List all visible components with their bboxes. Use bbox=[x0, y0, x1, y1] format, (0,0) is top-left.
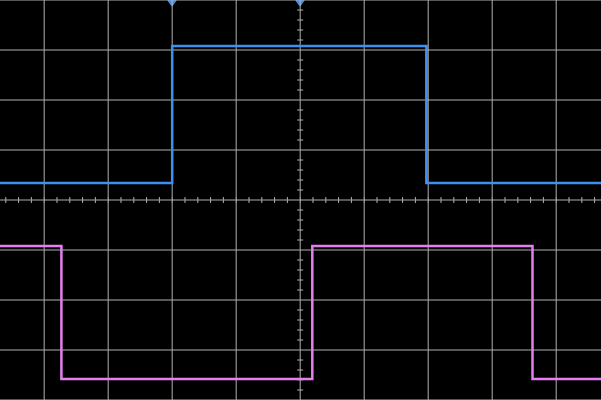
waveform bbox=[0, 44, 601, 185]
waveform bbox=[0, 244, 601, 381]
